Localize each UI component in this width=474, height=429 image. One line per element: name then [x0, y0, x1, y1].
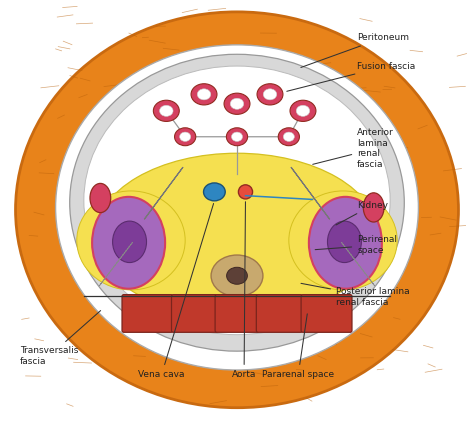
Ellipse shape [96, 153, 378, 318]
Ellipse shape [257, 84, 283, 105]
Text: Anterior
lamina
renal
fascia: Anterior lamina renal fascia [313, 128, 394, 169]
FancyBboxPatch shape [172, 295, 218, 332]
Ellipse shape [77, 191, 185, 290]
Ellipse shape [191, 84, 217, 105]
Ellipse shape [160, 105, 173, 116]
Text: Transversalis
fascia: Transversalis fascia [20, 311, 100, 366]
Ellipse shape [231, 132, 243, 142]
Ellipse shape [363, 193, 384, 222]
Ellipse shape [174, 128, 196, 146]
Ellipse shape [203, 183, 225, 201]
Ellipse shape [224, 93, 250, 115]
Text: Peritoneum: Peritoneum [301, 33, 409, 67]
Ellipse shape [197, 89, 211, 100]
Text: Pararenal space: Pararenal space [262, 314, 334, 379]
Ellipse shape [283, 132, 294, 142]
Ellipse shape [227, 128, 247, 146]
Ellipse shape [263, 89, 277, 100]
Ellipse shape [92, 197, 165, 289]
Text: Posterior lamina
renal fascia: Posterior lamina renal fascia [301, 283, 410, 307]
Ellipse shape [90, 184, 111, 213]
FancyBboxPatch shape [256, 295, 302, 332]
Ellipse shape [55, 45, 419, 370]
Ellipse shape [328, 221, 361, 263]
FancyBboxPatch shape [215, 295, 259, 332]
Ellipse shape [238, 185, 253, 199]
Ellipse shape [309, 197, 382, 289]
Ellipse shape [211, 255, 263, 296]
Ellipse shape [227, 267, 247, 284]
Ellipse shape [16, 12, 458, 408]
Ellipse shape [70, 54, 404, 351]
Ellipse shape [296, 105, 310, 116]
Ellipse shape [290, 100, 316, 121]
Ellipse shape [113, 221, 146, 263]
Text: Perirenal
space: Perirenal space [315, 236, 397, 255]
Ellipse shape [180, 132, 191, 142]
Ellipse shape [230, 98, 244, 109]
Ellipse shape [278, 128, 300, 146]
FancyBboxPatch shape [301, 295, 352, 332]
Text: Aorta: Aorta [232, 202, 256, 379]
Text: Fusion fascia: Fusion fascia [287, 62, 415, 91]
Ellipse shape [84, 66, 390, 335]
Ellipse shape [289, 191, 397, 290]
Text: Vena cava: Vena cava [138, 203, 214, 379]
Ellipse shape [154, 100, 179, 121]
FancyBboxPatch shape [122, 295, 173, 332]
Text: Kidney: Kidney [336, 201, 388, 225]
